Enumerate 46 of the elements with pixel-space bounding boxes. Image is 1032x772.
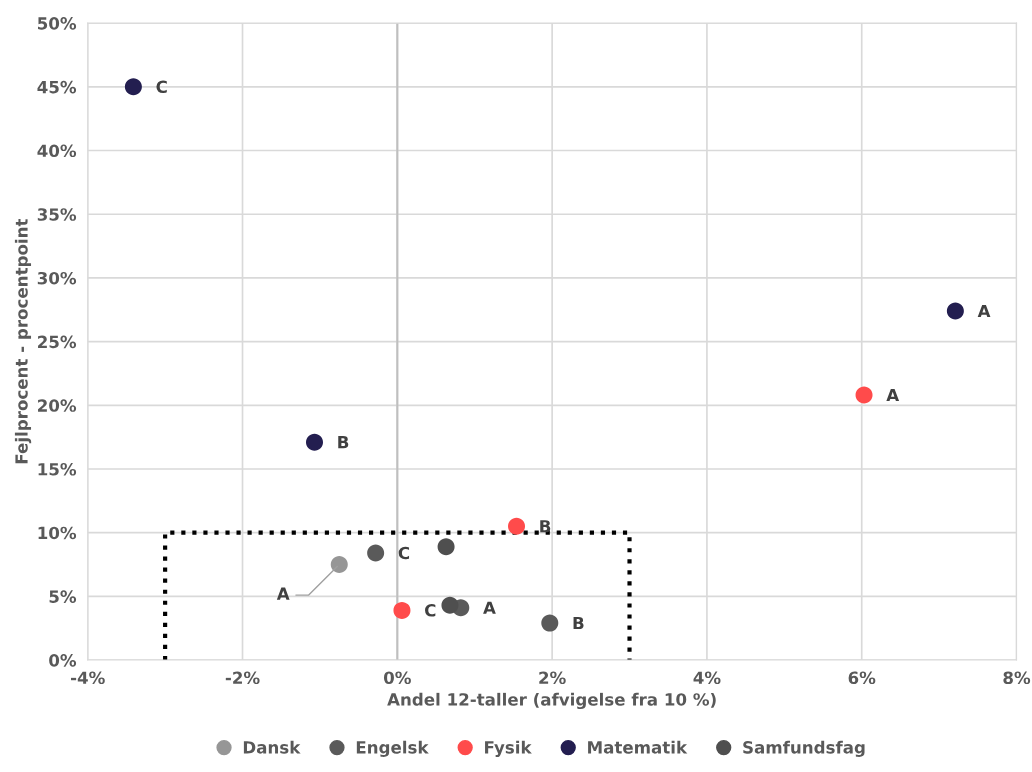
y-tick-label: 10% xyxy=(38,526,77,540)
y-tick-label: 45% xyxy=(37,80,77,94)
y-tick-label: 5% xyxy=(49,590,77,603)
y-axis-title: Fejlprocent - procentpoint xyxy=(14,218,32,464)
data-label: B xyxy=(540,520,551,533)
data-label: B xyxy=(573,616,584,630)
x-tick-label: 6% xyxy=(848,671,876,685)
y-tick-label: 30% xyxy=(37,271,77,285)
x-tick-label: -4% xyxy=(71,671,105,685)
data-label: A xyxy=(483,601,496,614)
y-tick-label: 0% xyxy=(49,654,77,667)
data-label: C xyxy=(398,546,410,560)
point xyxy=(441,596,459,614)
point xyxy=(855,386,873,404)
point xyxy=(437,538,455,556)
legend-label: Dansk xyxy=(243,740,301,754)
x-axis-title: Andel 12-taller (afvigelse fra 10 %) xyxy=(387,692,716,710)
data-label: A xyxy=(276,587,290,600)
point xyxy=(367,544,385,562)
data-label: B xyxy=(338,436,349,449)
legend-label: Matematik xyxy=(588,740,688,754)
legend-label: Engelsk xyxy=(356,740,429,757)
y-tick-label: 35% xyxy=(37,208,77,221)
legend-label: Samfundsfag xyxy=(743,740,865,757)
data-label: A xyxy=(886,388,900,402)
data-label: C xyxy=(156,80,167,94)
x-tick-label: 4% xyxy=(693,671,721,685)
x-tick-label: 0% xyxy=(383,671,411,685)
point xyxy=(306,433,324,451)
y-tick-label: 20% xyxy=(38,399,77,412)
point xyxy=(508,517,526,535)
x-tick-label: 2% xyxy=(539,671,566,685)
y-tick-label: 15% xyxy=(38,462,77,476)
data-label: C xyxy=(425,604,436,617)
point xyxy=(541,614,559,632)
x-tick-label: -2% xyxy=(225,671,260,685)
y-tick-label: 40% xyxy=(37,144,77,158)
point xyxy=(124,78,142,96)
x-tick-label: 8% xyxy=(1003,671,1031,685)
legend-label: Fysik xyxy=(485,740,532,757)
y-tick-label: 50% xyxy=(38,17,77,30)
point xyxy=(946,302,964,320)
data-label: A xyxy=(977,304,991,318)
point xyxy=(330,556,348,574)
point xyxy=(393,601,411,619)
y-tick-label: 25% xyxy=(38,335,77,349)
